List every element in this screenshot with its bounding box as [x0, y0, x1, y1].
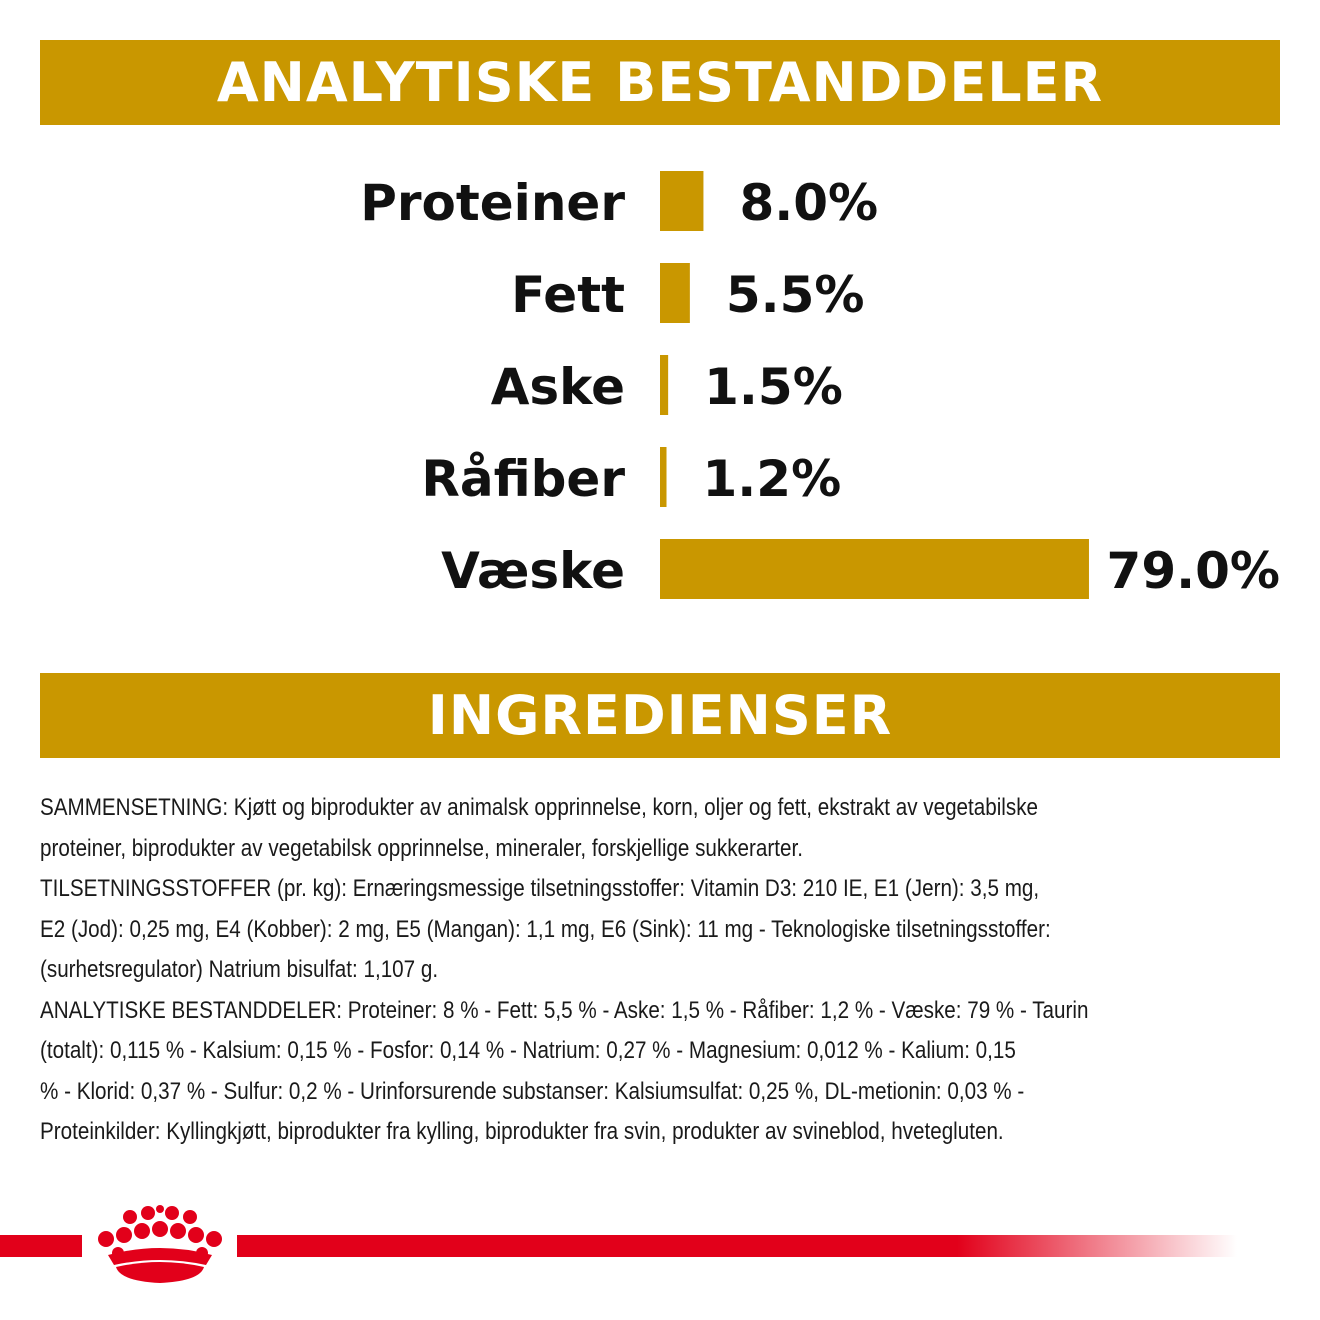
analysis-header-banner: ANALYTISKE BESTANDDELER — [40, 40, 1280, 125]
value-label: 1.2% — [703, 450, 842, 508]
ingredients-line: (totalt): 0,115 % - Kalsium: 0,15 % - Fo… — [40, 1037, 1016, 1064]
bar — [660, 171, 704, 231]
bar — [660, 263, 690, 323]
analysis-title: ANALYTISKE BESTANDDELER — [216, 51, 1104, 114]
value-label: 5.5% — [726, 266, 865, 324]
value-label: 8.0% — [739, 174, 878, 232]
category-label: Væske — [441, 542, 625, 600]
ingredients-line: proteiner, biprodukter av vegetabilsk op… — [40, 834, 803, 862]
ingredients-line: (surhetsregulator) Natrium bisulfat: 1,1… — [40, 956, 439, 983]
footer-red-line-right — [237, 1235, 1237, 1257]
ingredients-line: ANALYTISKE BESTANDDELER: Proteiner: 8 % … — [40, 996, 1089, 1024]
ingredients-header-banner: INGREDIENSER — [40, 673, 1280, 758]
ingredients-line: E2 (Jod): 0,25 mg, E4 (Kobber): 2 mg, E5… — [40, 915, 1051, 943]
value-label: 79.0% — [1107, 542, 1280, 600]
ingredients-line: SAMMENSETNING: Kjøtt og biprodukter av a… — [40, 794, 1039, 821]
bar — [660, 447, 667, 507]
ingredients-title: INGREDIENSER — [427, 684, 893, 747]
footer-red-line-left — [0, 1235, 82, 1257]
ingredients-line: % - Klorid: 0,37 % - Sulfur: 0,2 % - Uri… — [40, 1077, 1025, 1105]
category-label: Proteiner — [360, 174, 625, 232]
bar — [660, 539, 1089, 599]
royal-canin-crown-icon — [98, 1205, 222, 1283]
nutrient-bar-chart: Proteiner 8.0% Fett 5.5% Aske 1.5% Råfiber 1.2%… — [360, 171, 1280, 600]
ingredients-line: TILSETNINGSSTOFFER (pr. kg): Ernæringsme… — [40, 875, 1040, 902]
ingredients-text: SAMMENSETNING: Kjøtt og biprodukter av a… — [40, 788, 1278, 1153]
category-label: Råfiber — [421, 450, 625, 508]
ingredients-line: Proteinkilder: Kyllingkjøtt, biprodukter… — [40, 1118, 1004, 1145]
value-label: 1.5% — [704, 358, 843, 416]
category-label: Aske — [491, 358, 625, 416]
bar — [660, 355, 669, 415]
category-label: Fett — [511, 266, 625, 324]
